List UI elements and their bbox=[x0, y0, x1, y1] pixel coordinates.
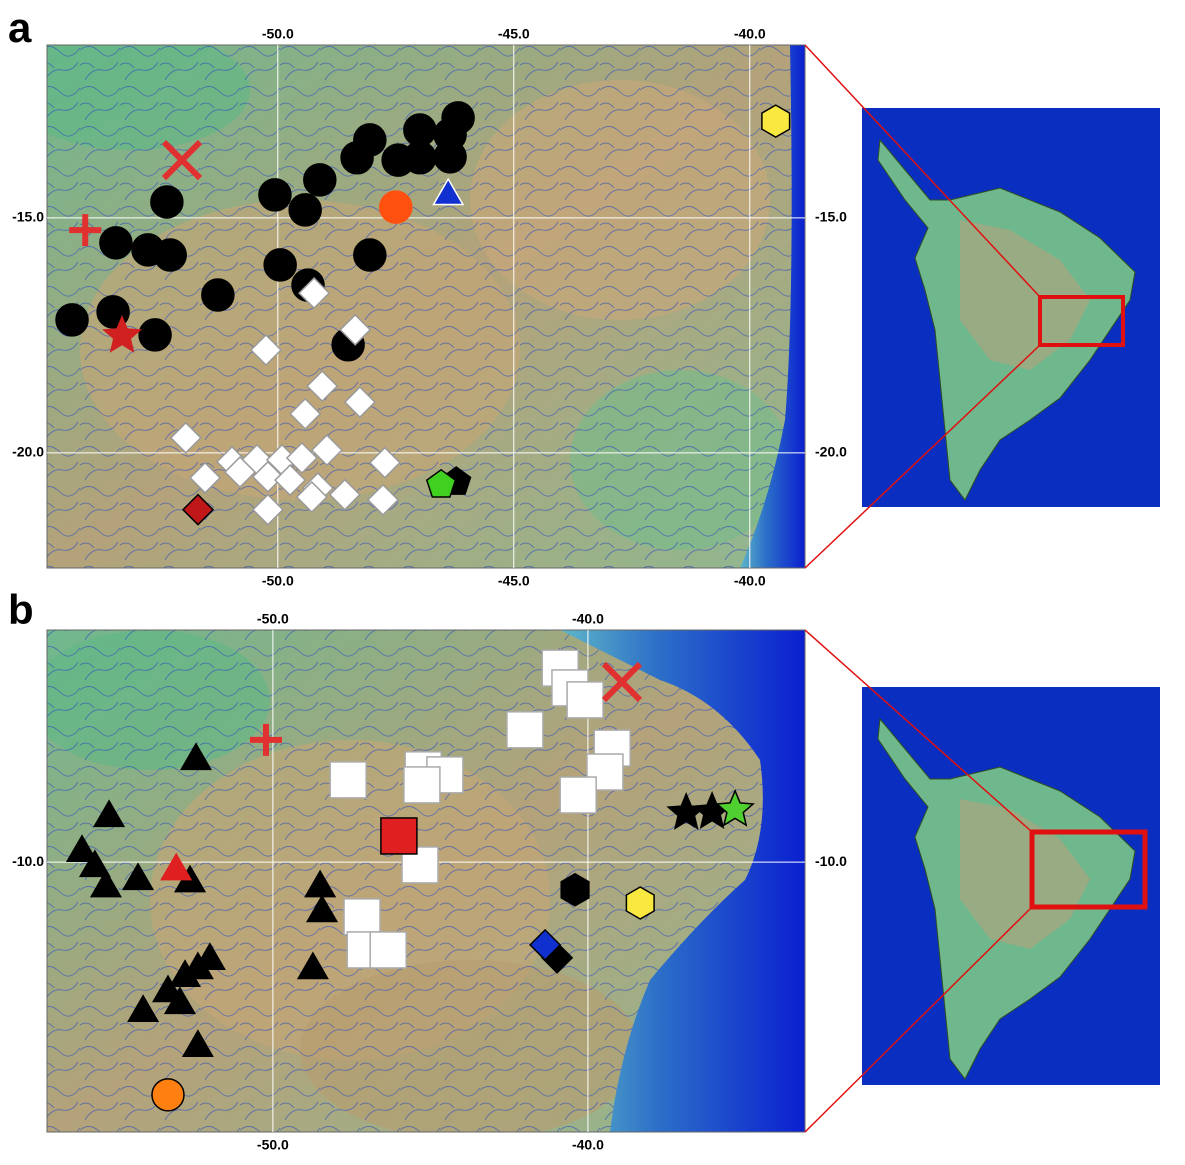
marker-circle bbox=[202, 279, 234, 311]
x-tick-label: -40.0 bbox=[572, 611, 604, 627]
marker-hexagon bbox=[561, 874, 589, 906]
marker-circle bbox=[404, 142, 436, 174]
marker-circle bbox=[259, 179, 291, 211]
x-tick-label: -50.0 bbox=[262, 573, 294, 589]
x-tick-label: -50.0 bbox=[257, 1137, 289, 1153]
y-tick-label: -10.0 bbox=[12, 853, 44, 869]
marker-square bbox=[330, 762, 366, 798]
x-tick-label: -40.0 bbox=[572, 1137, 604, 1153]
marker-circle bbox=[354, 239, 386, 271]
figure: a -50.0 -50.0 -45.0 -45.0 -40.0 -40.0 -15.0 -15.… bbox=[0, 0, 1185, 1160]
marker-hexagon bbox=[762, 105, 790, 137]
inset bbox=[805, 630, 1160, 1132]
y-tick-label: -10.0 bbox=[815, 853, 847, 869]
marker-circle bbox=[154, 239, 186, 271]
marker-square bbox=[560, 777, 596, 813]
marker-square bbox=[370, 932, 406, 968]
y-tick-label: -15.0 bbox=[815, 209, 847, 225]
marker-hexagon bbox=[626, 887, 654, 919]
y-tick-label: -15.0 bbox=[12, 209, 44, 225]
marker-circle bbox=[380, 191, 412, 223]
page: {"panels": [ {"label": "a", "xlim": [-54… bbox=[0, 0, 1185, 1165]
x-tick-label: -45.0 bbox=[498, 26, 530, 42]
marker-circle bbox=[56, 304, 88, 336]
x-tick-label: -40.0 bbox=[734, 573, 766, 589]
marker-circle bbox=[434, 141, 466, 173]
marker-square bbox=[381, 818, 417, 854]
y-tick-label: -20.0 bbox=[12, 444, 44, 460]
panel-label: a bbox=[8, 4, 32, 51]
marker-circle bbox=[152, 1079, 184, 1111]
marker-circle bbox=[341, 142, 373, 174]
marker-circle bbox=[289, 194, 321, 226]
marker-square bbox=[404, 767, 440, 803]
marker-circle bbox=[139, 319, 171, 351]
x-tick-label: -50.0 bbox=[262, 26, 294, 42]
x-tick-label: -40.0 bbox=[734, 26, 766, 42]
x-tick-label: -45.0 bbox=[498, 573, 530, 589]
marker-circle bbox=[304, 164, 336, 196]
marker-square bbox=[567, 682, 603, 718]
inset bbox=[805, 45, 1160, 568]
marker-circle bbox=[264, 249, 296, 281]
marker-circle bbox=[151, 186, 183, 218]
y-tick-label: -20.0 bbox=[815, 444, 847, 460]
marker-circle bbox=[100, 227, 132, 259]
map-background bbox=[10, 30, 805, 568]
marker-square bbox=[344, 899, 380, 935]
x-tick-label: -50.0 bbox=[257, 611, 289, 627]
marker-square bbox=[507, 712, 543, 748]
panel-label: b bbox=[8, 586, 34, 633]
